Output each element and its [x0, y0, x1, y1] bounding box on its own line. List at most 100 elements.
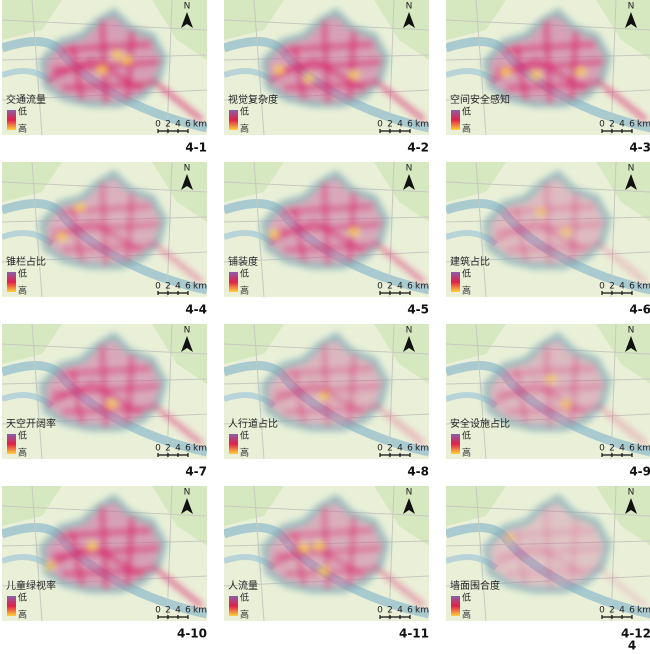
legend-high: 高	[240, 609, 249, 621]
scale-tick: 0	[377, 282, 383, 292]
scale-unit: km	[415, 120, 429, 130]
scale-tick: 2	[609, 606, 615, 616]
heat-road	[126, 515, 134, 587]
scale-tick: 2	[387, 282, 393, 292]
scale-tick: 0	[599, 606, 605, 616]
scale-tick: 6	[185, 120, 191, 130]
base-road	[166, 0, 173, 135]
green-area	[2, 162, 207, 222]
legend-low: 低	[18, 106, 27, 118]
hotspot	[274, 66, 284, 74]
base-road	[610, 0, 617, 135]
base-road	[253, 162, 265, 297]
scale-tick: 2	[165, 444, 171, 454]
heat-road	[544, 505, 552, 591]
hotspot	[531, 71, 541, 79]
panel-label: 4-8	[407, 465, 429, 479]
heat-road	[372, 240, 426, 284]
scale-tick: 4	[397, 444, 403, 454]
hotspot	[57, 233, 67, 241]
legend-low: 低	[462, 106, 471, 118]
heat-road	[372, 402, 426, 446]
heat-layer	[260, 7, 426, 122]
heat-road	[292, 530, 306, 587]
panel-label: 4-2	[407, 141, 429, 155]
base-road	[610, 162, 617, 297]
legend-ramp	[451, 110, 460, 130]
scale-tick: 4	[619, 444, 625, 454]
green-area	[2, 0, 207, 60]
scale-tick: 4	[397, 282, 403, 292]
heat-road	[348, 29, 356, 101]
hotspot	[349, 228, 359, 236]
panel-title: 锥栏占比	[6, 255, 46, 268]
scale-tick: 2	[165, 120, 171, 130]
legend-ramp	[7, 434, 16, 454]
heat-road	[292, 206, 306, 263]
heat-road	[268, 219, 366, 254]
panel-title: 儿童绿视率	[6, 579, 56, 592]
scale-unit: km	[193, 606, 207, 616]
legend-low: 低	[18, 430, 27, 442]
heat-layer	[482, 331, 648, 446]
green-area	[2, 486, 207, 546]
panel-title: 空间安全感知	[450, 93, 510, 106]
hotspot	[122, 56, 132, 64]
heat-road	[514, 530, 528, 587]
scale-tick: 4	[175, 120, 181, 130]
legend-high: 高	[18, 285, 27, 297]
hotspot	[299, 544, 309, 552]
scale-bar	[601, 453, 633, 457]
north-arrow	[181, 336, 193, 352]
legend-high: 高	[18, 609, 27, 621]
scale-unit: km	[637, 282, 650, 292]
hotspot	[504, 534, 514, 542]
hotspot	[107, 400, 117, 408]
green-area	[446, 0, 650, 60]
legend-low: 低	[240, 592, 249, 604]
heat-road	[514, 368, 528, 425]
scale-tick: 0	[377, 444, 383, 454]
heat-road	[594, 564, 648, 608]
north-label: N	[406, 2, 413, 12]
hotspot	[349, 71, 359, 79]
scale-tick: 4	[619, 120, 625, 130]
panel-title: 人行道占比	[228, 417, 278, 430]
scale-bar	[379, 129, 411, 133]
heat-layer	[482, 7, 648, 122]
legend-low: 低	[18, 592, 27, 604]
scale-tick: 6	[407, 444, 413, 454]
map	[224, 0, 429, 135]
north-label: N	[628, 2, 635, 12]
scale-unit: km	[637, 120, 650, 130]
hotspot	[87, 542, 97, 550]
legend-ramp	[7, 110, 16, 130]
heat-road	[372, 564, 426, 608]
hotspot	[319, 392, 329, 400]
legend-low: 低	[462, 592, 471, 604]
panel-label: 4-1	[185, 141, 207, 155]
heat-road	[292, 44, 306, 101]
scale-tick: 4	[619, 606, 625, 616]
map	[446, 162, 650, 297]
heat-road	[126, 191, 134, 263]
base-road	[388, 486, 395, 621]
base-road	[475, 0, 487, 135]
north-arrow	[403, 12, 415, 28]
heat-layer	[260, 493, 426, 608]
north-label: N	[184, 2, 191, 12]
hotspot	[112, 51, 122, 59]
legend-ramp	[229, 434, 238, 454]
scale-bar	[601, 615, 633, 619]
scale-tick: 6	[629, 606, 635, 616]
panel-title: 天空开阔率	[6, 417, 56, 430]
heat-road	[490, 543, 588, 578]
base-road	[31, 0, 43, 135]
north-arrow	[403, 336, 415, 352]
scale-bar	[379, 615, 411, 619]
